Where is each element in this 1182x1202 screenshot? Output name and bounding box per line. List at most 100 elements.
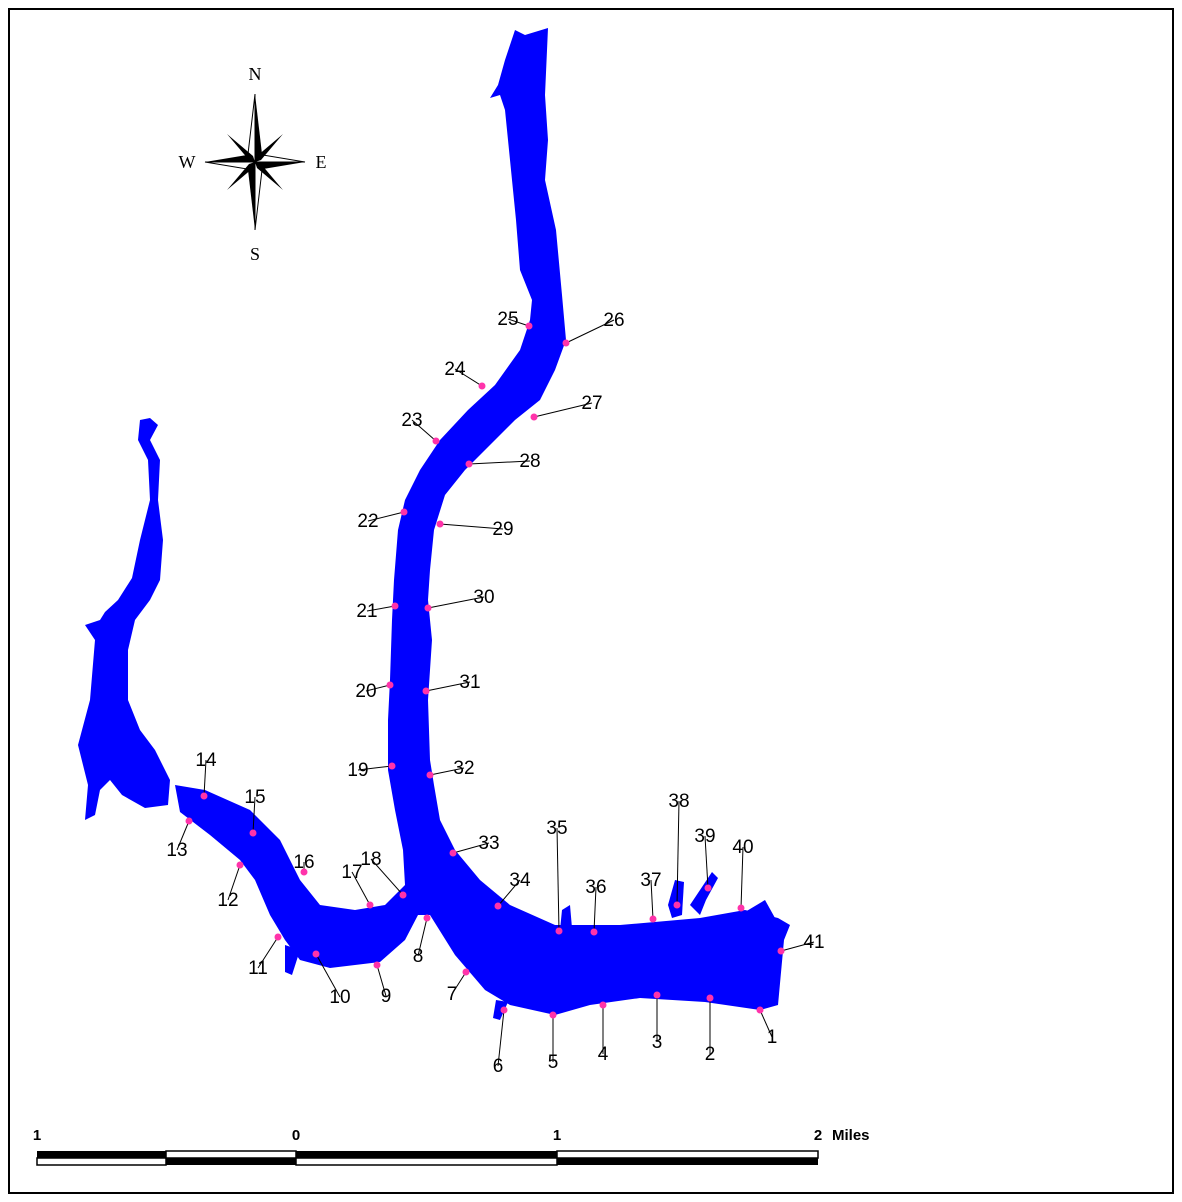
sampling-site-marker[interactable]: [422, 687, 430, 695]
sampling-site-marker[interactable]: [274, 933, 282, 941]
site-leader-line: [650, 879, 654, 920]
sampling-site-marker[interactable]: [236, 861, 244, 869]
site-leader-line: [366, 605, 396, 612]
site-leader-line: [565, 319, 615, 344]
site-leader-line: [704, 835, 709, 889]
scale-bar-segment: [165, 1150, 297, 1159]
compass-star-se: [255, 162, 283, 190]
sampling-site-label: 38: [668, 791, 689, 812]
sampling-site-marker[interactable]: [449, 849, 457, 857]
site-leader-line: [370, 858, 404, 896]
north-arrow-compass-rose: N S E W: [179, 64, 327, 264]
scale-tick-label: 1: [33, 1127, 41, 1144]
sampling-site-marker[interactable]: [424, 604, 432, 612]
sampling-site-label: 34: [509, 870, 531, 891]
sampling-site-marker[interactable]: [462, 968, 470, 976]
sampling-site-marker[interactable]: [737, 904, 745, 912]
sampling-site-marker[interactable]: [386, 681, 394, 689]
sampling-site-marker[interactable]: [706, 994, 714, 1002]
sampling-site-marker[interactable]: [478, 382, 486, 390]
sampling-site-marker[interactable]: [373, 961, 381, 969]
sampling-site-marker[interactable]: [436, 520, 444, 528]
site-leader-line: [497, 1009, 505, 1067]
sampling-site-marker[interactable]: [388, 762, 396, 770]
lake-cove-39: [690, 872, 718, 915]
sampling-site-marker[interactable]: [756, 1006, 764, 1014]
sampling-site-label: 14: [195, 750, 217, 771]
sampling-site-label: 3: [652, 1032, 663, 1053]
sampling-site-marker[interactable]: [673, 901, 681, 909]
sampling-site-label: 9: [381, 986, 392, 1007]
sampling-site-marker[interactable]: [590, 928, 598, 936]
sampling-site-label: 13: [166, 840, 187, 861]
sampling-site-label: 18: [360, 849, 381, 870]
sampling-site-marker[interactable]: [200, 792, 208, 800]
site-leader-line: [203, 759, 207, 797]
sampling-site-marker[interactable]: [555, 927, 563, 935]
sampling-site-label: 23: [401, 410, 422, 431]
sampling-site-label: 5: [548, 1052, 559, 1073]
scale-tick-label: 2: [814, 1127, 822, 1144]
site-leader-line: [257, 936, 279, 969]
sampling-site-marker[interactable]: [562, 339, 570, 347]
compass-north-label: N: [249, 64, 262, 84]
sampling-site-marker[interactable]: [653, 991, 661, 999]
compass-star-east: [255, 162, 305, 169]
sampling-site-marker[interactable]: [426, 771, 434, 779]
sampling-site-marker[interactable]: [423, 914, 431, 922]
compass-east-label: E: [316, 152, 327, 172]
scale-bar-segment: [166, 1158, 296, 1165]
sampling-site-marker[interactable]: [777, 947, 785, 955]
sampling-site-marker[interactable]: [185, 817, 193, 825]
sampling-site-label: 35: [546, 818, 567, 839]
site-leader-line: [451, 971, 467, 995]
site-leader-line: [676, 800, 680, 906]
sampling-site-label: 40: [732, 837, 753, 858]
scale-bar-segment: [296, 1151, 557, 1158]
sampling-site-label: 21: [356, 601, 377, 622]
sampling-site-marker[interactable]: [494, 902, 502, 910]
site-leader-line: [468, 460, 531, 465]
sampling-site-marker[interactable]: [400, 508, 408, 516]
sampling-site-label: 32: [453, 758, 474, 779]
lake-cove-38: [668, 880, 684, 918]
sampling-site-marker[interactable]: [649, 915, 657, 923]
sampling-site-label: 19: [347, 760, 368, 781]
sampling-site-marker[interactable]: [599, 1001, 607, 1009]
lake-cove-40: [745, 900, 775, 920]
scale-bar-segment: [295, 1157, 558, 1166]
lake-cove-35: [560, 905, 572, 930]
sampling-site-marker[interactable]: [704, 884, 712, 892]
sampling-site-marker[interactable]: [249, 829, 257, 837]
sampling-site-marker[interactable]: [399, 891, 407, 899]
sampling-site-label: 28: [519, 451, 540, 472]
compass-star-sw: [227, 162, 255, 190]
sampling-site-label: 36: [585, 877, 606, 898]
sampling-site-marker[interactable]: [366, 901, 374, 909]
sampling-site-label: 22: [357, 511, 378, 532]
lake-western-arm: [78, 418, 170, 820]
sampling-site-label: 37: [640, 870, 661, 891]
sampling-site-label: 25: [497, 309, 518, 330]
sampling-site-marker[interactable]: [391, 602, 399, 610]
sampling-site-marker[interactable]: [549, 1011, 557, 1019]
sampling-site-marker[interactable]: [465, 460, 473, 468]
sampling-site-label: 20: [355, 681, 376, 702]
scale-bar: 1 0 1 2 Miles: [33, 1127, 870, 1166]
sampling-site-marker[interactable]: [525, 322, 533, 330]
sampling-site-marker[interactable]: [312, 950, 320, 958]
sampling-site-label: 8: [413, 946, 424, 967]
compass-star-west: [205, 155, 255, 162]
site-leader-line: [365, 684, 391, 692]
site-leader-line: [454, 368, 483, 387]
site-leader-line: [497, 879, 521, 907]
sampling-site-label: 33: [478, 833, 499, 854]
sampling-site-marker[interactable]: [300, 868, 308, 876]
sampling-site-marker[interactable]: [530, 413, 538, 421]
sampling-site-marker[interactable]: [500, 1006, 508, 1014]
compass-star-nw: [227, 134, 255, 162]
scale-bar-segment: [37, 1151, 166, 1158]
sampling-site-marker[interactable]: [432, 437, 440, 445]
